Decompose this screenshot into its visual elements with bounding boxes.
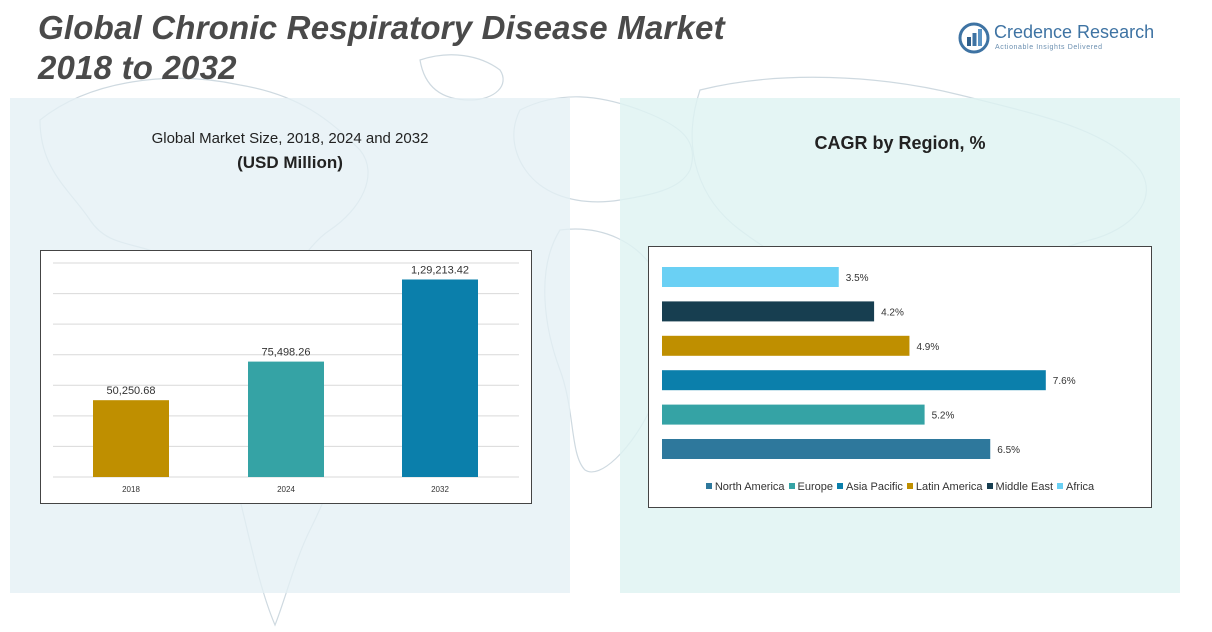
x-tick-label: 2032 — [431, 485, 449, 494]
market-size-panel: Global Market Size, 2018, 2024 and 2032 … — [10, 98, 570, 593]
cagr-value-label: 4.2% — [881, 307, 904, 318]
legend-label: Africa — [1066, 481, 1095, 493]
logo-tagline: Actionable Insights Delivered — [995, 44, 1103, 51]
bar-2024 — [248, 361, 324, 477]
title-line-2: 2018 to 2032 — [38, 49, 237, 86]
title-line-1: Global Chronic Respiratory Disease Marke… — [38, 9, 725, 46]
credence-research-logo: Credence Research Actionable Insights De… — [958, 18, 1158, 58]
x-tick-label: 2024 — [277, 485, 295, 494]
market-size-title: Global Market Size, 2018, 2024 and 2032 — [151, 130, 429, 147]
bar-value-label: 50,250.68 — [107, 385, 156, 397]
cagr-bar-middle-east — [662, 301, 875, 322]
cagr-value-label: 6.5% — [997, 445, 1020, 456]
legend-item: Middle East — [986, 481, 1054, 493]
legend-item: Latin America — [906, 481, 983, 493]
cagr-legend: North America Europe Asia Pacific Latin Ame… — [649, 481, 1151, 493]
bar-2032 — [402, 279, 478, 477]
logo-name: Credence Research — [994, 22, 1155, 42]
legend-item: Asia Pacific — [837, 481, 903, 493]
legend-label: Europe — [797, 481, 834, 493]
legend-swatch — [986, 483, 993, 489]
legend-label: Asia Pacific — [846, 481, 903, 493]
cagr-bar-chart: 3.5% 4.2% 4.9% 7.6% 5.2% 6.5% — [662, 267, 1076, 459]
cagr-bar-north-america — [662, 439, 991, 459]
market-size-chart: 50,250.68 2018 75,498.26 2024 1,29,213.42 203… — [40, 250, 532, 504]
cagr-title: CAGR by Region, % — [814, 133, 986, 153]
bar-2018 — [93, 400, 169, 477]
legend-item: Europe — [788, 481, 834, 493]
legend-swatch — [1057, 483, 1064, 489]
legend-label: Latin America — [915, 481, 983, 493]
cagr-bar-asia-pacific — [662, 370, 1046, 391]
legend-label: Middle East — [995, 481, 1054, 493]
bar-value-label: 1,29,213.42 — [411, 264, 469, 276]
page-title: Global Chronic Respiratory Disease Marke… — [38, 8, 725, 88]
legend-item: North America — [705, 481, 785, 493]
legend-item: Africa — [1057, 481, 1094, 493]
cagr-value-label: 3.5% — [846, 273, 869, 284]
logo-icon — [958, 22, 990, 54]
market-size-unit: (USD Million) — [237, 153, 343, 172]
legend-swatch — [705, 483, 712, 489]
market-size-bar-chart: 50,250.68 2018 75,498.26 2024 1,29,213.42 203… — [53, 262, 519, 494]
legend-swatch — [788, 483, 795, 489]
cagr-panel: CAGR by Region, % 3.5% 4.2% 4.9% 7.6% 5.2% 6.… — [620, 98, 1180, 593]
cagr-value-label: 5.2% — [932, 411, 955, 422]
legend-label: North America — [714, 481, 785, 493]
legend-swatch — [837, 483, 844, 489]
cagr-value-label: 4.9% — [916, 342, 939, 353]
cagr-bar-europe — [662, 404, 925, 425]
x-tick-label: 2018 — [122, 485, 140, 494]
cagr-bar-latin-america — [662, 335, 910, 356]
cagr-bar-africa — [662, 267, 839, 287]
cagr-chart: 3.5% 4.2% 4.9% 7.6% 5.2% 6.5% North America Eu… — [648, 246, 1152, 508]
legend-swatch — [906, 483, 913, 489]
cagr-value-label: 7.6% — [1053, 376, 1076, 387]
bar-value-label: 75,498.26 — [262, 347, 311, 359]
